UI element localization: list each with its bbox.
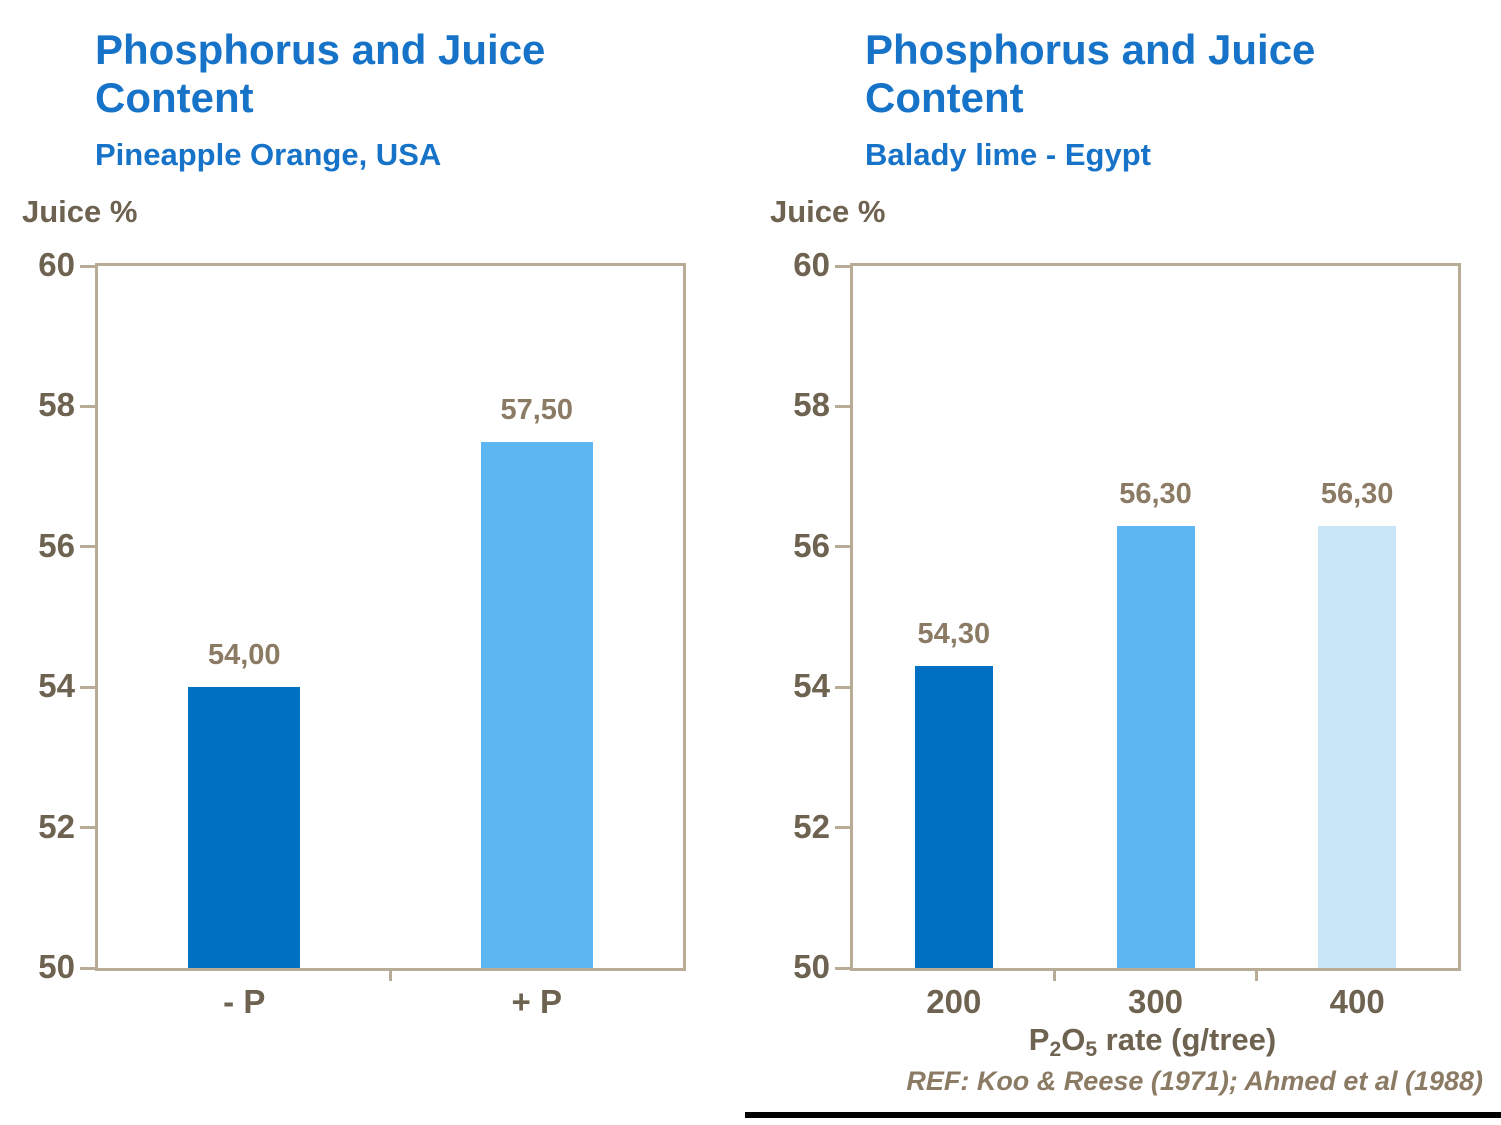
plot-area-left: 60 58 56 54 52 50 54,00 - P 57,50 + P	[38, 246, 686, 1020]
y-tick-mark	[835, 966, 851, 970]
chart-panel-right: Phosphorus and Juice Content Balady lime…	[745, 0, 1501, 1125]
y-tick-mark	[835, 685, 851, 689]
y-tick-label: 54	[793, 667, 830, 705]
chart-subtitle-right: Balady lime - Egypt	[865, 137, 1151, 172]
y-tick-label: 52	[38, 807, 75, 845]
y-tick-mark	[80, 966, 96, 970]
bar	[188, 687, 301, 968]
y-tick-mark	[835, 264, 851, 268]
bar-value-label: 57,50	[500, 393, 574, 426]
y-tick-label: 60	[38, 246, 75, 283]
y-tick-mark	[80, 404, 96, 408]
x-axis-title-o: O	[1061, 1022, 1086, 1057]
chart-subtitle-left: Pineapple Orange, USA	[95, 137, 442, 172]
y-tick-label: 58	[38, 386, 75, 424]
x-axis-title-p: P	[1028, 1022, 1050, 1057]
y-tick-label: 50	[793, 948, 830, 985]
y-tick-mark	[80, 826, 96, 830]
y-tick-mark	[835, 826, 851, 830]
y-tick-label: 50	[38, 948, 75, 985]
y-tick-label: 54	[38, 667, 75, 705]
bar	[914, 666, 993, 968]
y-tick-label: 52	[793, 807, 830, 845]
x-axis-title-sub5: 5	[1085, 1037, 1098, 1061]
x-axis-title-rest: rate (g/tree)	[1097, 1022, 1277, 1057]
y-tick-label: 58	[793, 386, 830, 424]
x-tick-mark	[1254, 968, 1258, 981]
y-tick-label: 56	[38, 526, 75, 564]
x-category-label: - P	[223, 983, 266, 1020]
chart-title-right: Phosphorus and Juice Content	[865, 26, 1316, 121]
y-tick-mark	[835, 404, 851, 408]
bar	[480, 441, 593, 968]
y-tick-mark	[80, 545, 96, 549]
x-category-label: + P	[511, 983, 562, 1020]
bar-value-label: 54,00	[207, 639, 281, 672]
y-tick-label: 60	[793, 246, 830, 283]
y-tick-mark	[80, 685, 96, 689]
x-tick-mark	[1053, 968, 1057, 981]
y-axis-title-left: Juice %	[22, 194, 138, 229]
bar-value-label: 56,30	[1119, 477, 1192, 510]
bar-value-label: 56,30	[1320, 477, 1394, 510]
y-tick-mark	[80, 264, 96, 268]
y-tick-label: 56	[793, 526, 830, 564]
x-category-label: 400	[1329, 983, 1385, 1020]
footer-rule	[745, 1112, 1501, 1118]
x-category-label: 200	[926, 983, 982, 1020]
bar	[1318, 525, 1397, 968]
bar	[1116, 525, 1195, 968]
chart-panel-left: Phosphorus and Juice Content Pineapple O…	[0, 0, 745, 1125]
plot-area-right: 60 58 56 54 52 50 54,30 200 56,30 300 56,30 400	[793, 246, 1461, 1020]
y-axis-title-right: Juice %	[770, 194, 886, 229]
bar-value-label: 54,30	[917, 618, 991, 651]
reference-text: REF: Koo & Reese (1971); Ahmed et al (19…	[906, 1066, 1483, 1096]
x-axis-title-sub2: 2	[1049, 1037, 1062, 1061]
x-axis-title-right: P2O5 rate (g/tree)	[850, 1022, 1455, 1061]
y-tick-mark	[835, 545, 851, 549]
chart-title-left: Phosphorus and Juice Content	[95, 26, 546, 121]
x-tick-mark	[389, 968, 392, 981]
x-category-label: 300	[1127, 983, 1184, 1020]
